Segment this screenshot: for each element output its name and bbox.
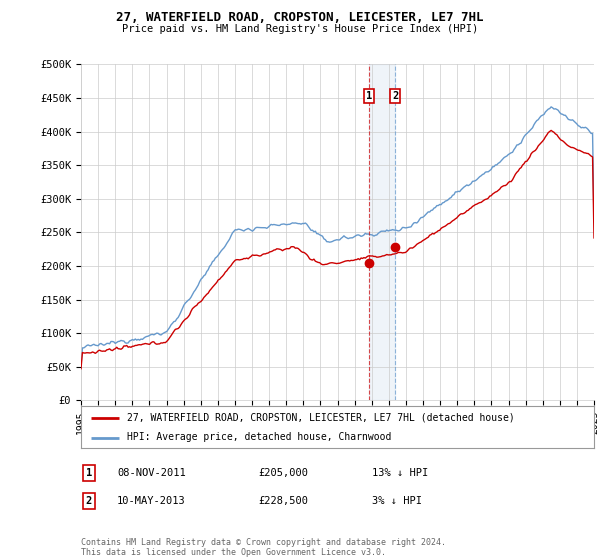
Text: 1: 1 xyxy=(366,91,372,101)
Text: 08-NOV-2011: 08-NOV-2011 xyxy=(117,468,186,478)
Bar xyxy=(586,64,594,400)
Text: HPI: Average price, detached house, Charnwood: HPI: Average price, detached house, Char… xyxy=(127,432,392,442)
Text: 13% ↓ HPI: 13% ↓ HPI xyxy=(372,468,428,478)
Text: 27, WATERFIELD ROAD, CROPSTON, LEICESTER, LE7 7HL (detached house): 27, WATERFIELD ROAD, CROPSTON, LEICESTER… xyxy=(127,413,515,423)
Text: 3% ↓ HPI: 3% ↓ HPI xyxy=(372,496,422,506)
Text: 10-MAY-2013: 10-MAY-2013 xyxy=(117,496,186,506)
Text: Price paid vs. HM Land Registry's House Price Index (HPI): Price paid vs. HM Land Registry's House … xyxy=(122,24,478,34)
Text: Contains HM Land Registry data © Crown copyright and database right 2024.
This d: Contains HM Land Registry data © Crown c… xyxy=(81,538,446,557)
Text: £228,500: £228,500 xyxy=(258,496,308,506)
Bar xyxy=(369,64,395,400)
Text: 27, WATERFIELD ROAD, CROPSTON, LEICESTER, LE7 7HL: 27, WATERFIELD ROAD, CROPSTON, LEICESTER… xyxy=(116,11,484,24)
Text: 2: 2 xyxy=(86,496,92,506)
Text: 1: 1 xyxy=(86,468,92,478)
Text: £205,000: £205,000 xyxy=(258,468,308,478)
Text: 2: 2 xyxy=(392,91,398,101)
